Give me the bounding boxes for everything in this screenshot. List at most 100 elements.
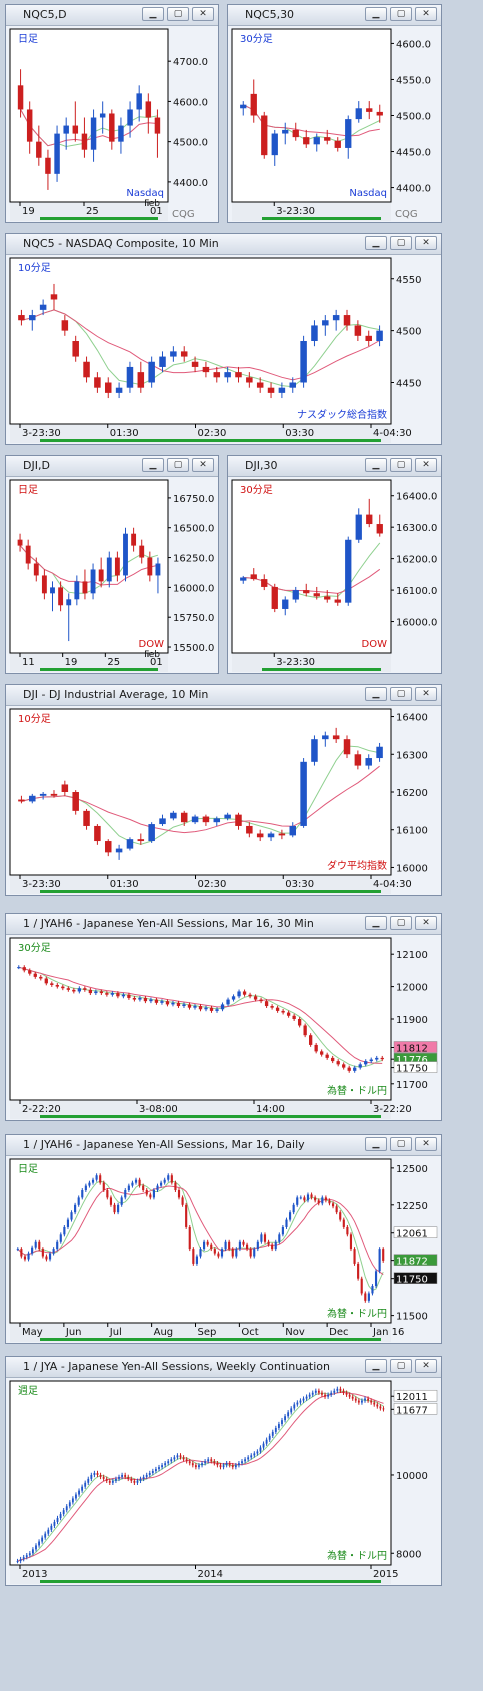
minimize-button[interactable]: ▁ bbox=[365, 458, 387, 472]
maximize-button[interactable]: ▢ bbox=[390, 687, 412, 701]
candle bbox=[99, 991, 104, 994]
close-button[interactable]: ✕ bbox=[415, 458, 437, 472]
candle bbox=[31, 1247, 34, 1254]
titlebar[interactable]: NQC5,30 ▁ ▢ ✕ bbox=[228, 5, 441, 26]
chart-jyah6-daily[interactable]: 12500 12250 12061 11872 11750 11500 May Jun Jul A… bbox=[6, 1155, 441, 1343]
candle bbox=[54, 133, 60, 174]
maximize-button[interactable]: ▢ bbox=[390, 916, 412, 930]
candle bbox=[163, 1179, 166, 1183]
candle bbox=[240, 104, 247, 109]
candle bbox=[193, 1006, 197, 1008]
candle bbox=[131, 533, 137, 546]
maximize-button[interactable]: ▢ bbox=[167, 458, 189, 472]
window-dji-daily: DJI,D ▁ ▢ ✕ 16750.0 16500.0 16250.0 16000.0 157… bbox=[5, 455, 219, 674]
minimize-button[interactable]: ▁ bbox=[365, 1137, 387, 1151]
candle bbox=[274, 1241, 277, 1250]
maximize-button[interactable]: ▢ bbox=[390, 458, 412, 472]
titlebar[interactable]: 1 / JYAH6 - Japanese Yen-All Sessions, M… bbox=[6, 1135, 441, 1156]
candle bbox=[182, 1004, 186, 1007]
candle bbox=[278, 387, 286, 393]
y-tick-label: 4450 bbox=[396, 379, 421, 390]
chart-dji-daily[interactable]: 16750.0 16500.0 16250.0 16000.0 15750.0 15500… bbox=[6, 476, 218, 673]
candle bbox=[18, 315, 25, 321]
maximize-button[interactable]: ▢ bbox=[390, 236, 412, 250]
maximize-button[interactable]: ▢ bbox=[390, 7, 412, 21]
moving-average-line bbox=[21, 309, 380, 388]
candle bbox=[313, 137, 320, 145]
x-axis-area bbox=[10, 1566, 391, 1584]
close-button[interactable]: ✕ bbox=[192, 458, 214, 472]
candle bbox=[373, 1402, 376, 1405]
chart-dji-30min[interactable]: 16400.0 16300.0 16200.0 16100.0 16000.0 3-23:… bbox=[228, 476, 441, 673]
close-button[interactable]: ✕ bbox=[415, 236, 437, 250]
candle bbox=[22, 967, 26, 971]
chart-nqc5-30min[interactable]: 4600.0 4550.0 4500.0 4450.0 4400.0 3-23:30 30分… bbox=[228, 25, 441, 222]
candle bbox=[224, 372, 231, 378]
candle bbox=[117, 1204, 120, 1213]
candle bbox=[253, 996, 258, 1000]
candle bbox=[77, 988, 81, 992]
candle bbox=[220, 1249, 224, 1257]
candle bbox=[275, 1007, 280, 1011]
candle bbox=[121, 1474, 124, 1477]
chart-dji-10min[interactable]: 16400 16300 16200 16100 16000 3-23:30 01:30 02:… bbox=[6, 705, 441, 895]
candle bbox=[56, 1518, 59, 1522]
titlebar[interactable]: DJI,D ▁ ▢ ✕ bbox=[6, 456, 218, 477]
candle bbox=[106, 1190, 109, 1198]
y-tick-label: 16300.0 bbox=[396, 523, 437, 534]
titlebar[interactable]: NQC5 - NASDAQ Composite, 10 Min ▁ ▢ ✕ bbox=[6, 234, 441, 255]
close-button[interactable]: ✕ bbox=[192, 7, 214, 21]
minimize-button[interactable]: ▁ bbox=[365, 236, 387, 250]
candle bbox=[231, 996, 236, 1000]
moving-average-line bbox=[21, 765, 380, 834]
candle bbox=[75, 1494, 77, 1499]
candle bbox=[191, 361, 199, 367]
chart-nqc5-daily[interactable]: 4700.0 4600.0 4500.0 4400.0 19 25 01 日足 NasdaqFe… bbox=[6, 25, 218, 222]
window-app-icon bbox=[9, 1362, 20, 1371]
candle bbox=[245, 1244, 249, 1250]
close-button[interactable]: ✕ bbox=[415, 916, 437, 930]
candle bbox=[376, 111, 383, 116]
x-axis-area bbox=[10, 1324, 391, 1342]
maximize-button[interactable]: ▢ bbox=[390, 1359, 412, 1373]
y-tick-label: 11776 bbox=[396, 1055, 428, 1066]
maximize-button[interactable]: ▢ bbox=[167, 7, 189, 21]
candle bbox=[63, 125, 69, 134]
candle bbox=[382, 1249, 385, 1261]
candle bbox=[271, 1431, 274, 1436]
candle bbox=[321, 1197, 324, 1204]
chart-nqc5-10min[interactable]: 4550 4500 4450 3-23:30 01:30 02:30 03:30 4-04:3… bbox=[6, 254, 441, 444]
instrument-label: Nasdaq bbox=[349, 188, 387, 199]
minimize-button[interactable]: ▁ bbox=[365, 687, 387, 701]
x-tick-label: 03:30 bbox=[285, 879, 314, 890]
close-button[interactable]: ✕ bbox=[415, 7, 437, 21]
candle bbox=[167, 1461, 170, 1464]
candle bbox=[345, 539, 352, 603]
titlebar[interactable]: 1 / JYAH6 - Japanese Yen-All Sessions, M… bbox=[6, 914, 441, 935]
candle bbox=[349, 1234, 353, 1250]
candle bbox=[305, 1396, 308, 1399]
close-button[interactable]: ✕ bbox=[415, 687, 437, 701]
close-button[interactable]: ✕ bbox=[415, 1137, 437, 1151]
candle bbox=[149, 999, 153, 1002]
candle bbox=[139, 545, 145, 558]
candle bbox=[215, 1009, 219, 1011]
candle bbox=[63, 1226, 66, 1235]
maximize-button[interactable]: ▢ bbox=[390, 1137, 412, 1151]
candle bbox=[116, 993, 120, 997]
titlebar[interactable]: 1 / JYA - Japanese Yen-All Sessions, Wee… bbox=[6, 1357, 441, 1378]
titlebar[interactable]: DJI,30 ▁ ▢ ✕ bbox=[228, 456, 441, 477]
minimize-button[interactable]: ▁ bbox=[365, 916, 387, 930]
close-button[interactable]: ✕ bbox=[415, 1359, 437, 1373]
titlebar[interactable]: DJI - DJ Industrial Average, 10 Min ▁ ▢ ✕ bbox=[6, 685, 441, 706]
minimize-button[interactable]: ▁ bbox=[365, 7, 387, 21]
minimize-button[interactable]: ▁ bbox=[365, 1359, 387, 1373]
candle bbox=[66, 1219, 70, 1227]
titlebar[interactable]: NQC5,D ▁ ▢ ✕ bbox=[6, 5, 218, 26]
candle bbox=[165, 1001, 170, 1005]
plot-area bbox=[9, 1158, 392, 1324]
minimize-button[interactable]: ▁ bbox=[142, 7, 164, 21]
minimize-button[interactable]: ▁ bbox=[142, 458, 164, 472]
